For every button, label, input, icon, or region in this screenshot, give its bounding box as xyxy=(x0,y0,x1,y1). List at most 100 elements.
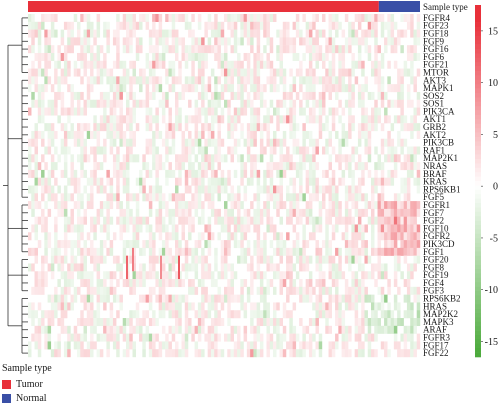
heatmap-cell xyxy=(67,177,71,186)
heatmap-cell xyxy=(406,286,411,295)
heatmap-cell xyxy=(155,14,159,22)
heatmap-cell xyxy=(341,318,346,327)
heatmap-cell xyxy=(341,52,346,61)
heatmap-cell xyxy=(44,107,48,116)
heatmap-cell xyxy=(250,115,254,124)
heatmap-cell xyxy=(308,52,313,61)
heatmap-cell xyxy=(201,349,205,358)
heatmap-cell xyxy=(410,349,414,358)
heatmap-cell xyxy=(142,279,146,288)
heatmap-cell xyxy=(152,60,156,69)
heatmap-cell xyxy=(161,341,166,350)
heatmap-cell xyxy=(279,68,283,77)
heatmap-cell xyxy=(165,341,169,350)
heatmap-cell xyxy=(331,60,336,69)
heatmap-cell xyxy=(250,263,254,272)
heatmap-cell xyxy=(184,201,189,210)
heatmap-cell xyxy=(73,107,78,116)
heatmap-cell xyxy=(371,349,375,358)
colorbar-segment xyxy=(475,203,481,208)
heatmap-cell xyxy=(129,107,133,116)
heatmap-cell xyxy=(354,29,359,38)
heatmap-cell xyxy=(273,130,277,139)
heatmap-cell xyxy=(299,107,303,116)
heatmap-cell xyxy=(246,14,251,22)
heatmap-cell xyxy=(315,146,319,155)
heatmap-cell xyxy=(207,271,212,280)
heatmap-cell xyxy=(308,68,313,77)
heatmap-cell xyxy=(129,333,133,342)
heatmap-cell xyxy=(295,232,300,241)
heatmap-cell xyxy=(50,310,55,319)
heatmap-cell xyxy=(253,169,257,178)
heatmap-cell xyxy=(328,177,332,186)
heatmap-cell xyxy=(129,45,133,54)
heatmap-cell xyxy=(194,45,199,54)
heatmap-cell xyxy=(168,84,172,93)
heatmap-cell xyxy=(256,60,261,69)
heatmap-cell xyxy=(34,201,38,210)
heatmap-cell xyxy=(161,37,166,46)
colorbar-segment xyxy=(475,260,481,265)
heatmap-cell xyxy=(250,84,254,93)
heatmap-cell xyxy=(122,185,127,194)
heatmap-cell xyxy=(237,201,241,210)
heatmap-cell xyxy=(207,177,212,186)
heatmap-cell xyxy=(60,294,65,303)
heatmap-cell xyxy=(282,169,287,178)
heatmap-cell xyxy=(37,333,42,342)
heatmap-cell xyxy=(73,286,78,295)
heatmap-cell xyxy=(73,130,78,139)
heatmap-cell xyxy=(328,37,332,46)
heatmap-cell xyxy=(194,310,199,319)
heatmap-cell xyxy=(126,146,130,155)
heatmap-cell xyxy=(292,115,297,124)
heatmap-cell xyxy=(348,286,352,295)
heatmap-cell xyxy=(406,247,411,256)
heatmap-cell xyxy=(338,154,342,163)
heatmap-cell xyxy=(413,29,417,38)
heatmap-cell xyxy=(371,247,375,256)
heatmap-cell xyxy=(112,154,117,163)
heatmap-cell xyxy=(112,271,117,280)
heatmap-cell xyxy=(351,294,355,303)
heatmap-cell xyxy=(263,169,267,178)
heatmap-cell xyxy=(273,193,277,202)
heatmap-cell xyxy=(220,91,225,100)
heatmap-cell xyxy=(312,318,316,327)
heatmap-cell xyxy=(250,37,254,46)
heatmap-cell xyxy=(227,177,231,186)
heatmap-cell xyxy=(305,169,310,178)
heatmap-cell xyxy=(289,263,293,272)
heatmap-cell xyxy=(210,21,215,30)
heatmap-cell xyxy=(380,146,385,155)
heatmap-cell xyxy=(233,310,238,319)
heatmap-cell xyxy=(364,333,368,342)
heatmap-cell xyxy=(295,193,300,202)
heatmap-cell xyxy=(90,84,94,93)
heatmap-cell xyxy=(191,37,195,46)
heatmap-cell xyxy=(325,286,329,295)
heatmap-cell xyxy=(243,84,248,93)
heatmap-cell xyxy=(224,240,228,249)
heatmap-cell xyxy=(50,247,55,256)
heatmap-cell xyxy=(106,29,110,38)
heatmap-cell xyxy=(256,76,261,85)
heatmap-cell xyxy=(384,154,388,163)
heatmap-cell xyxy=(413,349,417,358)
colorbar-segment xyxy=(475,57,481,63)
heatmap-cell xyxy=(282,154,287,163)
heatmap-cell xyxy=(230,310,234,319)
heatmap-cell xyxy=(361,84,365,93)
heatmap-cell xyxy=(175,318,179,327)
heatmap-cell xyxy=(142,341,146,350)
heatmap-cell xyxy=(47,14,52,22)
heatmap-cell xyxy=(201,107,205,116)
heatmap-cell xyxy=(371,240,375,249)
heatmap-cell xyxy=(207,224,212,233)
heatmap-cell xyxy=(70,91,74,100)
heatmap-cell xyxy=(44,68,48,77)
heatmap-cell xyxy=(175,107,179,116)
heatmap-cell xyxy=(106,325,110,334)
heatmap-cell xyxy=(341,60,346,69)
